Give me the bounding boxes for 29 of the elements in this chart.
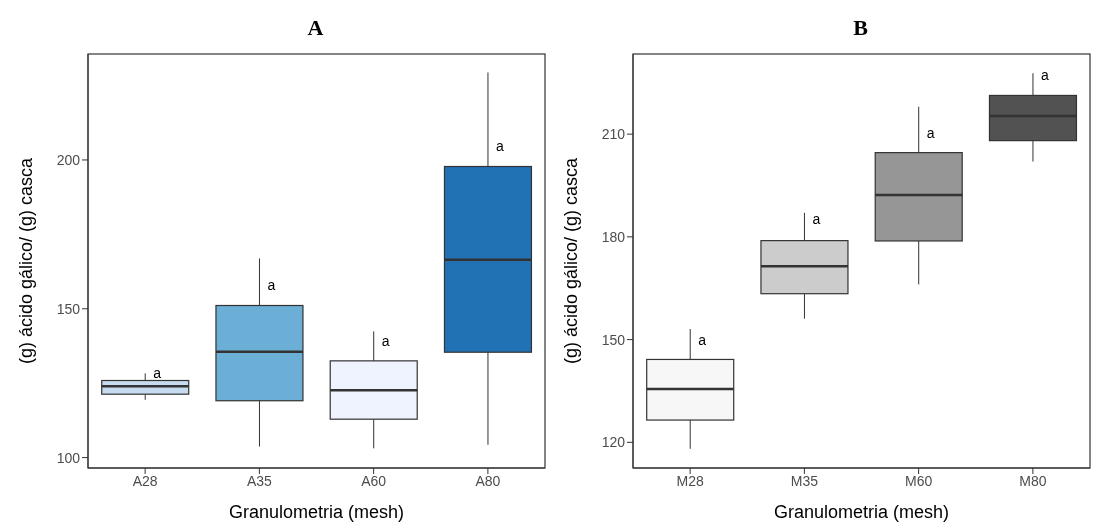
chart-title: B: [852, 14, 869, 42]
y-tick-label: 150: [601, 331, 626, 348]
x-tick-label: M28: [676, 472, 704, 489]
y-tick-label: 200: [56, 151, 81, 168]
annotation: a: [1040, 66, 1049, 83]
x-tick-label: M35: [790, 472, 819, 489]
x-tick-label: M80: [1019, 472, 1047, 489]
x-tick-label: A28: [132, 472, 158, 489]
x-axis-title: Granulometria (mesh): [228, 502, 405, 522]
y-tick-label: 210: [601, 126, 626, 143]
x-tick-label: M60: [905, 472, 933, 489]
annotation: a: [926, 124, 935, 141]
annotation: a: [267, 277, 276, 294]
x-tick-label: A80: [475, 472, 501, 489]
y-tick-label: 150: [56, 300, 81, 317]
y-tick-label: 100: [56, 449, 81, 466]
y-axis-title: (g) ácido gálico/ (g) casca: [16, 156, 37, 365]
annotation: a: [495, 138, 504, 155]
x-tick-label: A35: [246, 472, 273, 489]
x-axis-title: Granulometria (mesh): [773, 502, 950, 522]
x-tick-label: A60: [361, 472, 387, 489]
annotation: a: [153, 365, 162, 382]
chart-title: A: [306, 14, 325, 42]
annotation: a: [812, 211, 821, 228]
y-axis-title: (g) ácido gálico/ (g) casca: [561, 156, 582, 365]
annotation: a: [698, 331, 707, 348]
y-tick-label: 120: [601, 434, 626, 451]
y-tick-label: 180: [601, 228, 626, 245]
annotation: a: [381, 332, 390, 349]
